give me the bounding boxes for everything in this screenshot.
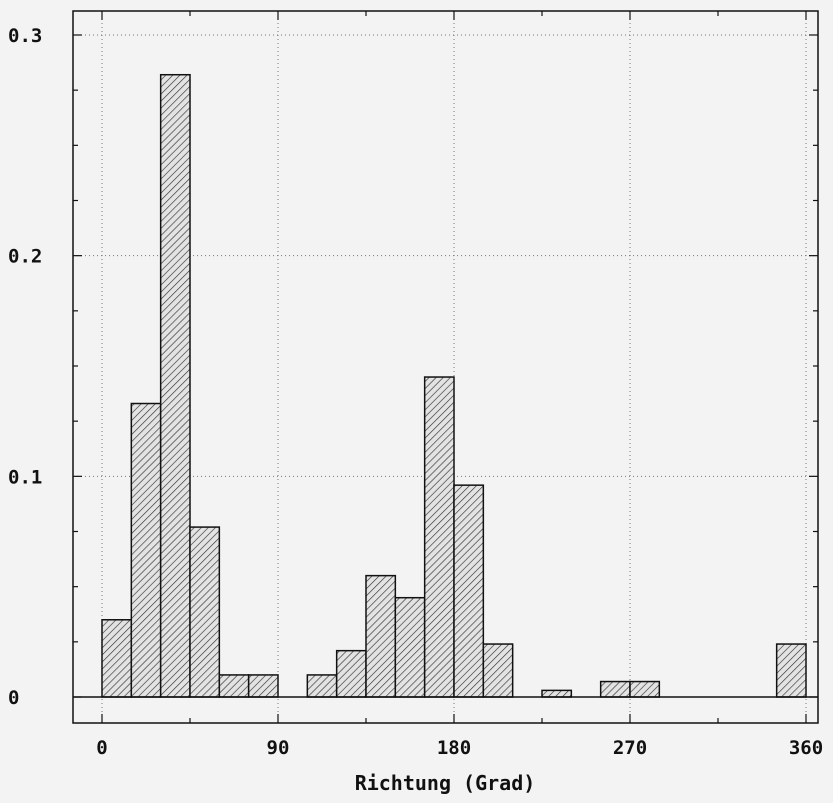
x-tick-label: 0: [96, 737, 107, 759]
histogram-bar: [306, 674, 338, 698]
y-tick-label: 0.3: [8, 25, 42, 47]
x-tick-label: 270: [613, 737, 647, 759]
y-tick-label: 0.2: [8, 246, 42, 268]
histogram-bar: [365, 574, 397, 698]
histogram-bar: [629, 680, 661, 698]
histogram-bar: [130, 402, 162, 698]
histogram-bar: [159, 73, 191, 698]
histogram-bar: [453, 484, 485, 698]
y-tick-label: 0: [8, 687, 19, 709]
histogram-bar: [599, 680, 631, 698]
histogram-bar: [423, 376, 455, 698]
histogram-bar: [394, 596, 426, 698]
histogram-bar: [218, 674, 250, 698]
histogram-bar: [482, 643, 514, 698]
histogram-bar: [101, 619, 133, 698]
x-tick-label: 180: [437, 737, 471, 759]
histogram-bar: [189, 526, 221, 698]
axes-group: 0 90 180 270 360 0 0.1 0.2 0.3: [8, 11, 823, 759]
bars-group: [101, 73, 807, 698]
plot-frame: [72, 10, 819, 724]
x-axis-label: Richtung (Grad): [355, 771, 536, 795]
histogram-bar: [775, 643, 807, 698]
histogram-bar: [541, 689, 573, 698]
x-tick-label: 360: [789, 737, 823, 759]
histogram-bar: [247, 674, 279, 698]
x-tick-label: 90: [267, 737, 290, 759]
histogram-bar: [335, 649, 367, 698]
y-tick-label: 0.1: [8, 466, 42, 488]
